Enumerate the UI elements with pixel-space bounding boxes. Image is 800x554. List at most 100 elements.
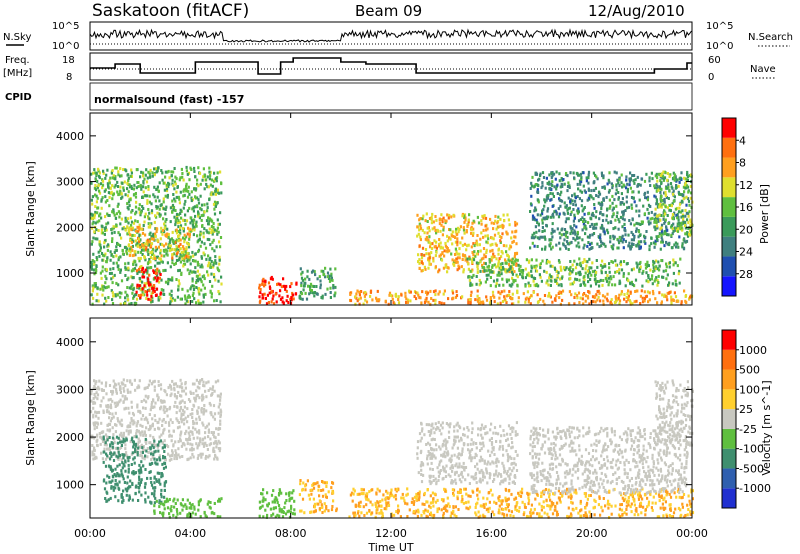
heatmap-cell [527, 300, 530, 304]
heatmap-cell [454, 295, 458, 299]
heatmap-cell [119, 387, 122, 391]
heatmap-cell [143, 431, 146, 435]
heatmap-cell [515, 273, 518, 277]
heatmap-cell [175, 228, 178, 232]
heatmap-cell [680, 193, 683, 197]
heatmap-cell [93, 168, 96, 172]
heatmap-cell [541, 171, 545, 175]
heatmap-cell [168, 244, 171, 248]
heatmap-cell [115, 245, 118, 249]
heatmap-cell [599, 226, 602, 230]
heatmap-cell [158, 501, 161, 505]
heatmap-cell [489, 249, 492, 253]
heatmap-cell [326, 287, 329, 291]
heatmap-cell [644, 235, 647, 239]
heatmap-cell [190, 446, 193, 450]
heatmap-cell [554, 297, 557, 301]
heatmap-cell [216, 218, 219, 222]
heatmap-cell [662, 202, 665, 206]
heatmap-cell [616, 237, 619, 241]
heatmap-cell [141, 273, 144, 277]
heatmap-cell [131, 244, 134, 248]
heatmap-cell [544, 247, 547, 251]
heatmap-cell [104, 457, 108, 461]
heatmap-cell [189, 216, 192, 220]
heatmap-cell [113, 437, 116, 441]
heatmap-cell [150, 406, 153, 409]
heatmap-cell [183, 193, 186, 197]
heatmap-cell [119, 222, 122, 226]
heatmap-cell [327, 277, 331, 280]
heatmap-cell [484, 280, 487, 284]
heatmap-cell [652, 269, 655, 273]
heatmap-cell [492, 237, 495, 241]
heatmap-cell [106, 438, 109, 442]
heatmap-cell [484, 255, 487, 259]
heatmap-cell [185, 447, 188, 451]
heatmap-cell [354, 302, 357, 306]
heatmap-cell [168, 176, 171, 180]
heatmap-cell [637, 230, 641, 234]
heatmap-cell [662, 214, 665, 218]
heatmap-cell [159, 511, 162, 515]
heatmap-cell [438, 268, 441, 272]
heatmap-cell [199, 182, 202, 186]
heatmap-cell [146, 421, 150, 425]
power-ylabel: Slant Range [km] [24, 161, 37, 257]
heatmap-cell [598, 245, 601, 249]
heatmap-cell [684, 294, 688, 297]
heatmap-cell [476, 294, 479, 298]
heatmap-cell [193, 297, 196, 301]
heatmap-cell [671, 227, 674, 231]
heatmap-cell [603, 230, 606, 234]
heatmap-cell [146, 396, 149, 400]
heatmap-cell [118, 291, 121, 295]
heatmap-cell [637, 235, 640, 239]
heatmap-cell [484, 224, 487, 228]
heatmap-cell [636, 175, 639, 179]
heatmap-cell [571, 199, 574, 203]
heatmap-cell [200, 208, 203, 212]
heatmap-cell [98, 242, 101, 246]
heatmap-cell [551, 245, 554, 249]
heatmap-cell [142, 224, 145, 227]
heatmap-cell [659, 174, 662, 178]
heatmap-cell [137, 229, 140, 233]
heatmap-cell [595, 293, 598, 297]
heatmap-cell [100, 276, 103, 280]
heatmap-cell [498, 296, 501, 300]
heatmap-cell [534, 225, 537, 229]
heatmap-cell [647, 274, 650, 277]
heatmap-cell [530, 269, 533, 273]
heatmap-cell [598, 284, 601, 288]
heatmap-cell [178, 455, 181, 459]
heatmap-cell [489, 302, 492, 306]
heatmap-cell [314, 273, 317, 277]
heatmap-cell [191, 382, 195, 386]
heatmap-cell [594, 294, 597, 298]
heatmap-cell [684, 220, 687, 224]
heatmap-cell [635, 261, 638, 265]
heatmap-cell [527, 271, 530, 275]
heatmap-cell [117, 419, 120, 423]
heatmap-cell [551, 174, 554, 178]
heatmap-cell [601, 259, 604, 263]
heatmap-cell [210, 225, 213, 228]
heatmap-cell [279, 297, 283, 301]
heatmap-cell [550, 231, 553, 235]
heatmap-cell [505, 244, 508, 248]
heatmap-cell [124, 453, 127, 457]
heatmap-cell [93, 186, 96, 190]
heatmap-cell [138, 483, 141, 487]
heatmap-cell [98, 387, 101, 391]
heatmap-cell [144, 173, 147, 177]
heatmap-cell [456, 252, 459, 256]
heatmap-cell [161, 474, 164, 478]
heatmap-cell [105, 222, 108, 226]
heatmap-cell [175, 417, 178, 421]
heatmap-cell [179, 378, 182, 382]
heatmap-cell [582, 302, 585, 306]
heatmap-cell [206, 448, 209, 451]
heatmap-cell [112, 294, 115, 298]
heatmap-cell [154, 449, 157, 453]
